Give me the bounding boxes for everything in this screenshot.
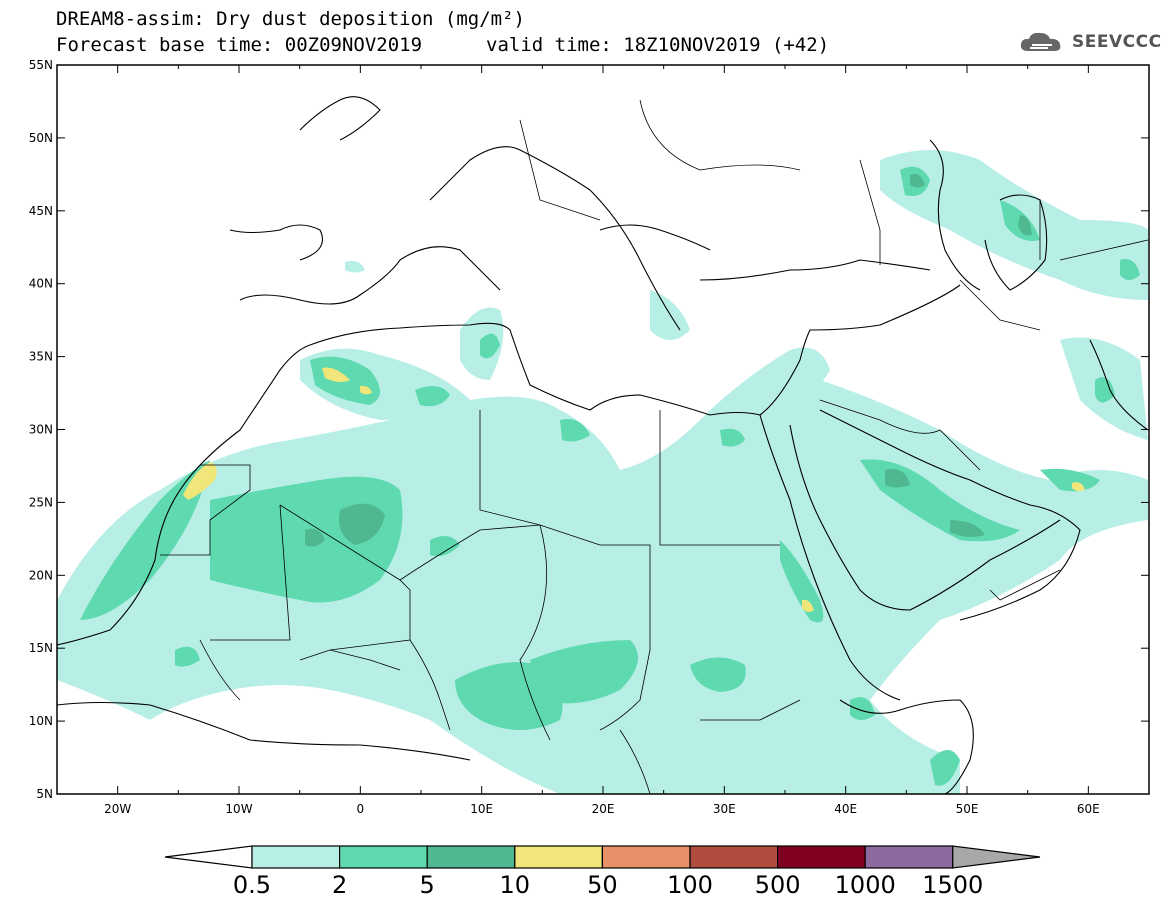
lon-label: 50E bbox=[956, 802, 979, 816]
colorbar-label: 1000 bbox=[835, 871, 896, 899]
lat-label: 45N bbox=[29, 204, 53, 218]
colorbar-box bbox=[514, 845, 603, 869]
colorbar-label: 5 bbox=[420, 871, 435, 899]
colorbar-label: 1500 bbox=[922, 871, 983, 899]
colorbar-label: 50 bbox=[587, 871, 618, 899]
lon-label: 10E bbox=[470, 802, 493, 816]
colorbar: 0.5 2 5 10 50 100 500 1000 1500 bbox=[164, 845, 1041, 899]
colorbar-label: 500 bbox=[755, 871, 801, 899]
colorbar-box bbox=[339, 845, 428, 869]
colorbar-high-arrow bbox=[952, 845, 1041, 869]
colorbar-box bbox=[601, 845, 691, 869]
lon-label: 20E bbox=[592, 802, 615, 816]
country-borders bbox=[160, 99, 1149, 794]
lon-label: 10W bbox=[225, 802, 252, 816]
colorbar-box bbox=[864, 845, 954, 869]
lat-label: 5N bbox=[36, 787, 53, 801]
lat-label: 25N bbox=[29, 495, 53, 509]
lon-label: 20W bbox=[104, 802, 131, 816]
colorbar-label: 2 bbox=[332, 871, 347, 899]
lon-label: 0 bbox=[357, 802, 365, 816]
lat-label: 35N bbox=[29, 350, 53, 364]
cloud-icon bbox=[1020, 32, 1061, 51]
colorbar-label: 0.5 bbox=[233, 871, 271, 899]
colorbar-box bbox=[251, 845, 341, 869]
lon-ticks bbox=[56, 65, 1150, 794]
lat-label: 20N bbox=[29, 568, 53, 582]
colorbar-label: 100 bbox=[667, 871, 713, 899]
seevccc-logo: SEEVCCC bbox=[1018, 28, 1162, 56]
forecast-base-time: Forecast base time: 00Z09NOV2019 bbox=[56, 34, 423, 56]
colorbar-low-arrow bbox=[164, 845, 253, 869]
dust-field bbox=[57, 150, 1148, 794]
lon-label: 60E bbox=[1077, 802, 1100, 816]
valid-time: valid time: 18Z10NOV2019 (+42) bbox=[486, 34, 830, 56]
colorbar-box bbox=[689, 845, 779, 869]
lat-label: 55N bbox=[29, 58, 53, 72]
logo-text: SEEVCCC bbox=[1072, 32, 1162, 52]
lat-labels: 55N 50N 45N 40N 35N 30N 25N 20N 15N 10N 5N bbox=[29, 58, 53, 801]
lat-label: 15N bbox=[29, 641, 53, 655]
colorbar-label: 10 bbox=[500, 871, 531, 899]
lon-label: 30E bbox=[713, 802, 736, 816]
lon-labels: 20W 10W 0 10E 20E 30E 40E 50E 60E bbox=[104, 802, 1100, 816]
lat-ticks bbox=[57, 64, 1149, 795]
map-title: DREAM8-assim: Dry dust deposition (mg/m²… bbox=[56, 8, 525, 30]
lat-label: 30N bbox=[29, 423, 53, 437]
lat-label: 10N bbox=[29, 714, 53, 728]
lat-label: 40N bbox=[29, 277, 53, 291]
colorbar-box bbox=[426, 845, 516, 869]
lon-label: 40E bbox=[834, 802, 857, 816]
lat-label: 50N bbox=[29, 131, 53, 145]
coastlines bbox=[57, 96, 1149, 794]
colorbar-box bbox=[776, 845, 866, 869]
